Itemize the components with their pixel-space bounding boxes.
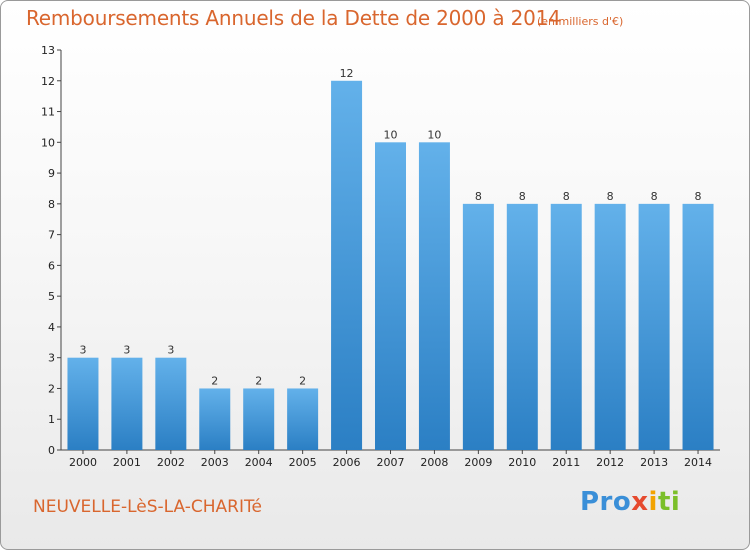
- x-tick-label: 2014: [684, 456, 712, 469]
- bar: [418, 142, 450, 451]
- y-tick-label: 5: [48, 290, 55, 303]
- y-tick-label: 4: [48, 321, 55, 334]
- x-tick-label: 2004: [245, 456, 273, 469]
- bar: [550, 203, 582, 450]
- bar: [506, 203, 538, 450]
- x-tick-label: 2003: [201, 456, 229, 469]
- data-label: 3: [167, 344, 174, 357]
- x-tick-label: 2012: [596, 456, 624, 469]
- data-label: 8: [475, 190, 482, 203]
- bar: [375, 142, 406, 451]
- y-tick-label: 9: [48, 167, 55, 180]
- data-label: 8: [563, 190, 570, 203]
- bar: [638, 203, 670, 450]
- data-label: 3: [79, 344, 86, 357]
- chart-unit-note: (en milliers d'€): [537, 15, 624, 28]
- bar: [462, 203, 494, 450]
- chart-title: Remboursements Annuels de la Dette de 20…: [26, 6, 561, 30]
- data-label: 8: [695, 190, 702, 203]
- x-tick-label: 2007: [377, 456, 405, 469]
- x-tick-label: 2006: [333, 456, 361, 469]
- data-label: 3: [123, 344, 130, 357]
- bar: [199, 388, 231, 450]
- y-tick-label: 12: [41, 75, 55, 88]
- bar: [682, 203, 714, 450]
- y-tick-label: 11: [41, 106, 55, 119]
- data-label: 10: [384, 128, 398, 141]
- x-tick-label: 2001: [113, 456, 141, 469]
- bar: [67, 357, 99, 450]
- y-tick-label: 6: [48, 259, 55, 272]
- data-label: 2: [255, 374, 262, 387]
- y-tick-label: 10: [41, 136, 55, 149]
- y-tick-label: 8: [48, 198, 55, 211]
- y-tick-label: 13: [41, 44, 55, 57]
- x-tick-label: 2010: [508, 456, 536, 469]
- data-label: 12: [340, 67, 354, 80]
- data-label: 8: [519, 190, 526, 203]
- bar: [287, 388, 319, 450]
- y-tick-label: 2: [48, 382, 55, 395]
- place-name: NEUVELLE-LèS-LA-CHARITé: [33, 497, 262, 517]
- x-tick-label: 2005: [289, 456, 317, 469]
- bar: [155, 357, 187, 450]
- y-tick-label: 3: [48, 352, 55, 365]
- data-label: 2: [299, 374, 306, 387]
- data-label: 10: [427, 128, 441, 141]
- x-tick-label: 2000: [69, 456, 97, 469]
- bar: [331, 80, 363, 451]
- y-tick-label: 0: [48, 444, 55, 457]
- data-label: 2: [211, 374, 218, 387]
- bar: [111, 357, 143, 450]
- x-tick-label: 2008: [420, 456, 448, 469]
- x-tick-label: 2002: [157, 456, 185, 469]
- x-tick-label: 2011: [552, 456, 580, 469]
- y-tick-label: 7: [48, 229, 55, 242]
- y-tick-label: 1: [48, 413, 55, 426]
- x-tick-label: 2009: [464, 456, 492, 469]
- data-label: 8: [651, 190, 658, 203]
- proxiti-logo: Proxiti: [580, 487, 681, 517]
- bar: [243, 388, 275, 450]
- x-tick-label: 2013: [640, 456, 668, 469]
- bar: [594, 203, 626, 450]
- data-label: 8: [607, 190, 614, 203]
